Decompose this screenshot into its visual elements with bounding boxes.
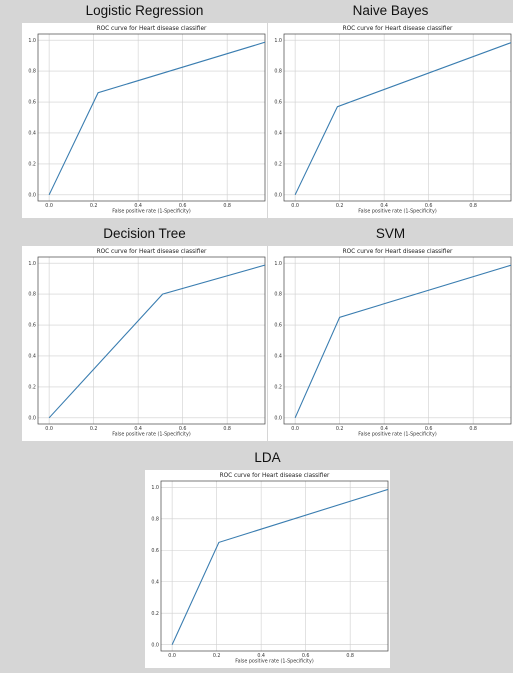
y-tick-label: 0.8 [274, 69, 282, 75]
roc-chart: ROC curve for Heart disease classifier 0.… [28, 249, 266, 438]
y-tick-label: 0.8 [28, 69, 36, 75]
y-tick-label: 0.2 [274, 161, 282, 167]
y-tick-label: 0.0 [274, 415, 282, 421]
chart-panel: Logistic Regression ROC curve for Heart d… [22, 3, 267, 218]
x-tick-label: 0.6 [179, 426, 187, 432]
x-axis-label: False positive rate (1-Specificity) [112, 432, 191, 438]
x-axis-label: False positive rate (1-Specificity) [112, 209, 191, 215]
y-tick-label: 0.6 [28, 323, 36, 329]
y-tick-label: 0.6 [274, 100, 282, 106]
x-tick-label: 0.2 [336, 426, 344, 432]
y-tick-label: 1.0 [274, 38, 282, 44]
y-tick-label: 0.2 [151, 611, 159, 617]
chart-title: ROC curve for Heart disease classifier [343, 249, 453, 255]
chart-card: ROC curve for Heart disease classifier 0.… [145, 470, 390, 668]
x-tick-label: 0.8 [469, 426, 477, 432]
y-tick-label: 0.6 [274, 323, 282, 329]
x-tick-label: 0.6 [425, 426, 433, 432]
roc-chart: ROC curve for Heart disease classifier 0.… [28, 26, 266, 215]
x-tick-label: 0.0 [45, 426, 53, 432]
y-tick-label: 0.8 [151, 516, 159, 522]
y-tick-label: 0.8 [28, 292, 36, 298]
x-tick-label: 0.8 [469, 203, 477, 209]
x-tick-label: 0.8 [223, 203, 231, 209]
y-tick-label: 1.0 [274, 261, 282, 267]
x-tick-label: 0.2 [90, 426, 98, 432]
x-tick-label: 0.6 [425, 203, 433, 209]
y-tick-label: 0.0 [28, 415, 36, 421]
x-tick-label: 0.0 [291, 426, 299, 432]
y-tick-label: 0.2 [274, 384, 282, 390]
chart-panel: Decision Tree ROC curve for Heart disease… [22, 226, 267, 441]
panel-title: SVM [375, 226, 406, 241]
x-tick-label: 0.0 [45, 203, 53, 209]
roc-chart: ROC curve for Heart disease classifier 0.… [274, 26, 512, 215]
x-tick-label: 0.2 [90, 203, 98, 209]
chart-card: ROC curve for Heart disease classifier 0.… [268, 23, 513, 218]
y-tick-label: 0.0 [274, 192, 282, 198]
y-tick-label: 0.4 [274, 131, 282, 137]
y-tick-label: 1.0 [28, 38, 36, 44]
chart-panel: SVM ROC curve for Heart disease classifie… [268, 226, 513, 441]
chart-card: ROC curve for Heart disease classifier 0.… [22, 246, 267, 441]
panel-title: LDA [254, 450, 281, 465]
x-axis-label: False positive rate (1-Specificity) [358, 209, 437, 215]
panel-title: Naive Bayes [352, 3, 429, 18]
roc-curve-line [48, 41, 265, 196]
plot-frame [283, 33, 512, 202]
chart-title: ROC curve for Heart disease classifier [97, 26, 207, 32]
y-tick-label: 0.8 [274, 292, 282, 298]
x-tick-label: 0.8 [346, 653, 354, 659]
x-tick-label: 0.6 [302, 653, 310, 659]
x-tick-label: 0.2 [213, 653, 221, 659]
y-tick-label: 0.2 [28, 384, 36, 390]
x-tick-label: 0.4 [257, 653, 265, 659]
y-tick-label: 0.2 [28, 161, 36, 167]
roc-curve-line [294, 264, 511, 419]
plot-frame [160, 480, 389, 652]
plot-frame [37, 256, 266, 425]
roc-curve-line [48, 264, 265, 419]
y-tick-label: 0.4 [28, 354, 36, 360]
roc-curve-line [294, 42, 511, 196]
x-tick-label: 0.4 [380, 426, 388, 432]
x-tick-label: 0.4 [134, 203, 142, 209]
x-axis-label: False positive rate (1-Specificity) [358, 432, 437, 438]
y-tick-label: 0.6 [151, 548, 159, 554]
y-tick-label: 0.4 [274, 354, 282, 360]
chart-title: ROC curve for Heart disease classifier [97, 249, 207, 255]
y-tick-label: 0.6 [28, 100, 36, 106]
chart-panel: Naive Bayes ROC curve for Heart disease c… [268, 3, 513, 218]
panel-title: Logistic Regression [85, 3, 204, 18]
chart-title: ROC curve for Heart disease classifier [220, 473, 330, 479]
x-tick-label: 0.4 [380, 203, 388, 209]
roc-chart: ROC curve for Heart disease classifier 0.… [151, 473, 389, 665]
x-axis-label: False positive rate (1-Specificity) [235, 659, 314, 665]
x-tick-label: 0.2 [336, 203, 344, 209]
plot-frame [283, 256, 512, 425]
x-tick-label: 0.4 [134, 426, 142, 432]
chart-panel: LDA ROC curve for Heart disease classifie… [145, 450, 390, 668]
y-tick-label: 1.0 [151, 485, 159, 491]
roc-chart: ROC curve for Heart disease classifier 0.… [274, 249, 512, 438]
roc-curve-line [171, 488, 388, 645]
x-tick-label: 0.0 [168, 653, 176, 659]
x-tick-label: 0.6 [179, 203, 187, 209]
chart-title: ROC curve for Heart disease classifier [343, 26, 453, 32]
chart-card: ROC curve for Heart disease classifier 0.… [22, 23, 267, 218]
panel-title: Decision Tree [103, 226, 186, 241]
x-tick-label: 0.8 [223, 426, 231, 432]
y-tick-label: 1.0 [28, 261, 36, 267]
plot-frame [37, 33, 266, 202]
x-tick-label: 0.0 [291, 203, 299, 209]
y-tick-label: 0.0 [28, 192, 36, 198]
y-tick-label: 0.4 [151, 579, 159, 585]
chart-card: ROC curve for Heart disease classifier 0.… [268, 246, 513, 441]
y-tick-label: 0.0 [151, 642, 159, 648]
y-tick-label: 0.4 [28, 131, 36, 137]
